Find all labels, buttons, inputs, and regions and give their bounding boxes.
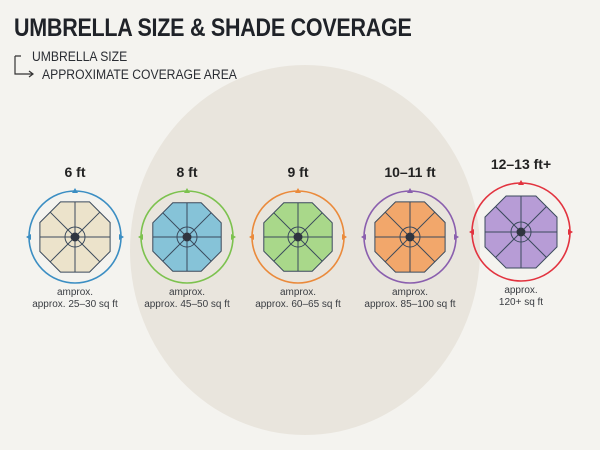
coverage-area-label: amprox. approx. 60–65 sq ft <box>233 287 363 311</box>
ring-marker-top <box>72 188 78 193</box>
coverage-area-label: amprox. approx. 85–100 sq ft <box>345 287 475 311</box>
ring-marker-left <box>249 234 254 240</box>
ring-marker-right <box>342 234 347 240</box>
hub-ring <box>287 226 309 248</box>
umbrella-pole <box>182 232 192 242</box>
umbrella-rib <box>162 236 188 262</box>
ring-marker-left <box>361 234 366 240</box>
umbrella-rib <box>297 212 323 238</box>
coverage-area-label: approx. 120+ sq ft <box>456 285 586 309</box>
coverage-area-line-2: 120+ sq ft <box>498 297 544 308</box>
ring-marker-left <box>138 234 143 240</box>
coverage-area-label: amprox. approx. 25–30 sq ft <box>10 287 140 311</box>
legend-umbrella-size: UMBRELLA SIZE <box>32 49 128 64</box>
legend-coverage-area: APPROXIMATE COVERAGE AREA <box>42 67 237 82</box>
hub-ring <box>399 226 421 248</box>
umbrella-rib <box>186 236 212 262</box>
legend-arrow-icon <box>14 55 34 78</box>
umbrella-rib <box>520 231 547 258</box>
umbrella-size-label: 9 ft <box>287 164 309 180</box>
ring-marker-right <box>568 229 573 235</box>
umbrella-rib <box>74 211 101 238</box>
ring-marker-top <box>184 188 190 193</box>
ring-marker-right <box>231 234 236 240</box>
umbrella-3 <box>249 188 347 284</box>
umbrella-1 <box>26 188 124 284</box>
ring-marker-top <box>295 188 301 193</box>
umbrella-rib <box>273 212 299 238</box>
umbrella-rib <box>409 236 436 263</box>
coverage-area-line-2: approx. 25–30 sq ft <box>32 299 118 310</box>
coverage-area-line-1: amprox. <box>391 287 429 298</box>
umbrella-rib <box>409 211 436 238</box>
hub-ring <box>64 226 86 248</box>
coverage-area-line-1: amprox. <box>56 287 94 298</box>
umbrella-rib <box>162 212 188 238</box>
umbrella-rib <box>384 236 411 263</box>
coverage-area-line-1: approx. <box>504 285 538 296</box>
hub-ring <box>176 226 198 248</box>
umbrella-rib <box>384 211 411 238</box>
ring-marker-left <box>26 234 31 240</box>
hub-ring <box>510 221 532 243</box>
umbrella-rib <box>186 212 212 238</box>
umbrella-rib <box>49 236 76 263</box>
umbrella-rib <box>520 206 547 233</box>
umbrella-pole <box>405 232 415 242</box>
umbrella-pole <box>70 232 80 242</box>
coverage-area-line-2: approx. 60–65 sq ft <box>255 299 341 310</box>
umbrella-rib <box>49 211 76 238</box>
ring-marker-top <box>518 180 524 185</box>
umbrella-size-label: 10–11 ft <box>384 164 436 180</box>
coverage-area-line-1: amprox. <box>168 287 206 298</box>
coverage-area-label: amprox. approx. 45–50 sq ft <box>122 287 252 311</box>
umbrella-rib <box>273 236 299 262</box>
umbrella-4 <box>361 188 459 284</box>
ring-marker-right <box>454 234 459 240</box>
umbrella-size-label: 8 ft <box>176 164 198 180</box>
umbrella-pole <box>293 232 303 242</box>
umbrella-pole <box>516 227 526 237</box>
umbrella-size-label: 12–13 ft+ <box>490 156 552 172</box>
page-title: UMBRELLA SIZE & SHADE COVERAGE <box>14 14 412 42</box>
ring-marker-top <box>407 188 413 193</box>
umbrella-2 <box>138 188 236 284</box>
coverage-area-line-1: amprox. <box>279 287 317 298</box>
umbrella-rib <box>297 236 323 262</box>
umbrella-rib <box>74 236 101 263</box>
coverage-area-line-2: approx. 85–100 sq ft <box>364 299 456 310</box>
umbrella-5 <box>469 180 573 282</box>
ring-marker-right <box>119 234 124 240</box>
coverage-area-line-2: approx. 45–50 sq ft <box>144 299 230 310</box>
umbrella-size-label: 6 ft <box>64 164 86 180</box>
umbrella-rib <box>495 206 522 233</box>
ring-marker-left <box>469 229 474 235</box>
umbrella-rib <box>495 231 522 258</box>
